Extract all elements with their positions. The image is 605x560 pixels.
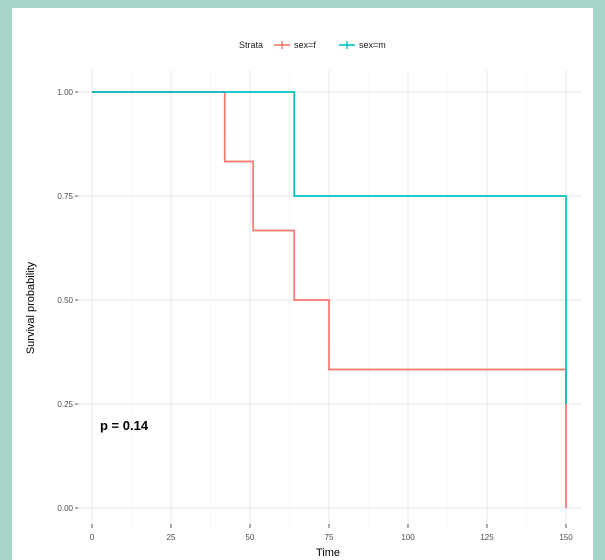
y-tick-label: 1.00: [57, 88, 73, 97]
x-tick-label: 125: [480, 533, 494, 542]
y-tick-label: 0.25: [57, 400, 73, 409]
x-tick-label: 75: [325, 533, 334, 542]
plot-panel: [78, 70, 582, 528]
y-tick-label: 0.50: [57, 296, 73, 305]
legend-label-m: sex=m: [359, 40, 386, 50]
series-line-1: [92, 91, 567, 404]
chart-frame: 0 25 50 75 100 125 150 0.00 0.25 0.50 0.75 1.00 Str…: [12, 8, 593, 560]
legend-label-f: sex=f: [294, 40, 316, 50]
series-line-0: [92, 91, 567, 508]
y-axis-title: Survival probability: [25, 261, 37, 354]
x-axis-title: Time: [316, 547, 340, 559]
x-tick-label: 0: [90, 533, 95, 542]
survival-chart: 0 25 50 75 100 125 150 0.00 0.25 0.50 0.75 1.00 Str…: [25, 40, 582, 559]
y-tick-label: 0.75: [57, 192, 73, 201]
grid: [78, 70, 582, 528]
p-value-annotation: p = 0.14: [100, 418, 149, 433]
legend-title: Strata: [239, 40, 263, 50]
x-tick-label: 150: [559, 533, 573, 542]
series-lines: [92, 91, 567, 508]
axis-ticks: 0 25 50 75 100 125 150 0.00 0.25 0.50 0.75 1.00: [57, 88, 573, 542]
x-tick-label: 25: [167, 533, 176, 542]
y-tick-label: 0.00: [57, 504, 73, 513]
x-tick-label: 50: [246, 533, 255, 542]
legend: Strata sex=f sex=m: [239, 40, 386, 50]
x-tick-label: 100: [401, 533, 415, 542]
